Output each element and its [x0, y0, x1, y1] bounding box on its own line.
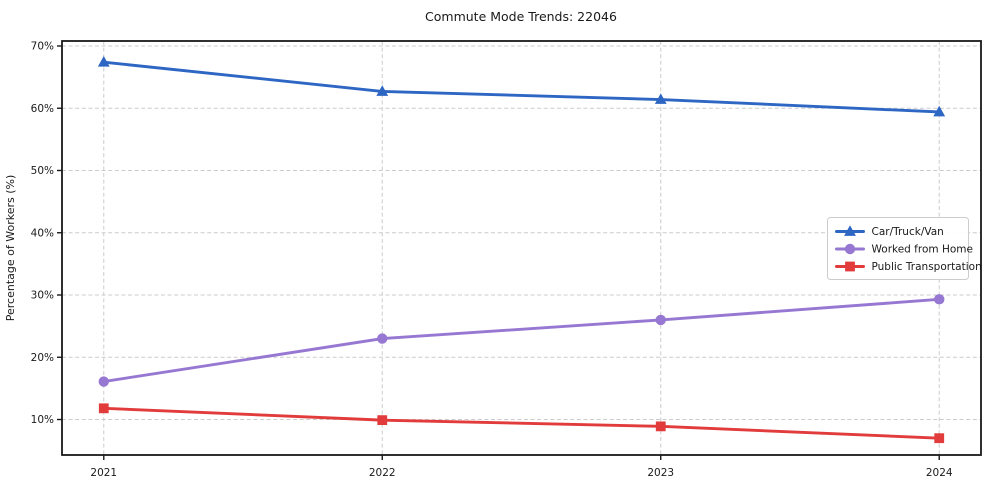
series-line-public-transportation [102, 406, 941, 440]
series-line-car-truck-van [102, 60, 941, 114]
plot-area: 10% 20% 30% 40% 50% 60% 70% 2021 2022 2023 2024 Car… [31, 40, 982, 479]
data-point-car-truck-van [376, 85, 389, 96]
y-tick-label: 30% [31, 290, 54, 302]
legend-item-car-truck-van: Car/Truck/Van [835, 225, 944, 238]
x-tick-label: 2023 [647, 467, 674, 479]
data-point-public-transportation [934, 433, 945, 444]
y-tick-label: 50% [31, 165, 54, 177]
data-point-public-transportation [98, 403, 109, 414]
legend-label: Car/Truck/Van [872, 226, 944, 238]
x-tick-label: 2022 [369, 467, 396, 479]
legend-item-worked-from-home: Worked from Home [835, 243, 973, 256]
data-point-public-transportation [377, 415, 388, 426]
legend-marker-square [845, 261, 855, 272]
legend-label: Worked from Home [872, 244, 973, 256]
data-point-car-truck-van [97, 55, 110, 67]
data-point-worked-from-home [934, 294, 945, 305]
legend-marker-circle [844, 243, 856, 255]
y-tick-label: 60% [31, 103, 54, 115]
plot-border [61, 40, 982, 456]
legend-label: Public Transportation [872, 261, 982, 273]
legend-item-public-transportation: Public Transportation [835, 261, 982, 273]
data-point-public-transportation [655, 421, 666, 432]
x-tick-label: 2021 [90, 467, 117, 479]
data-point-worked-from-home [98, 376, 109, 387]
chart-title: Commute Mode Trends: 22046 [425, 9, 617, 24]
y-tick-label: 20% [31, 352, 54, 364]
data-point-worked-from-home [655, 314, 666, 326]
y-tick-label: 40% [31, 227, 54, 239]
y-tick-label: 70% [31, 41, 54, 53]
y-tick-label: 10% [31, 414, 54, 426]
y-axis-label: Percentage of Workers (%) [4, 175, 17, 322]
data-point-car-truck-van [933, 105, 946, 117]
data-point-worked-from-home [377, 333, 388, 344]
legend-marker-triangle [844, 225, 856, 236]
x-tick-label: 2024 [926, 467, 953, 479]
series-line-worked-from-home [102, 297, 941, 383]
legend: Car/Truck/Van Worked from Home Public Tran… [827, 217, 982, 280]
data-point-car-truck-van [654, 93, 667, 104]
